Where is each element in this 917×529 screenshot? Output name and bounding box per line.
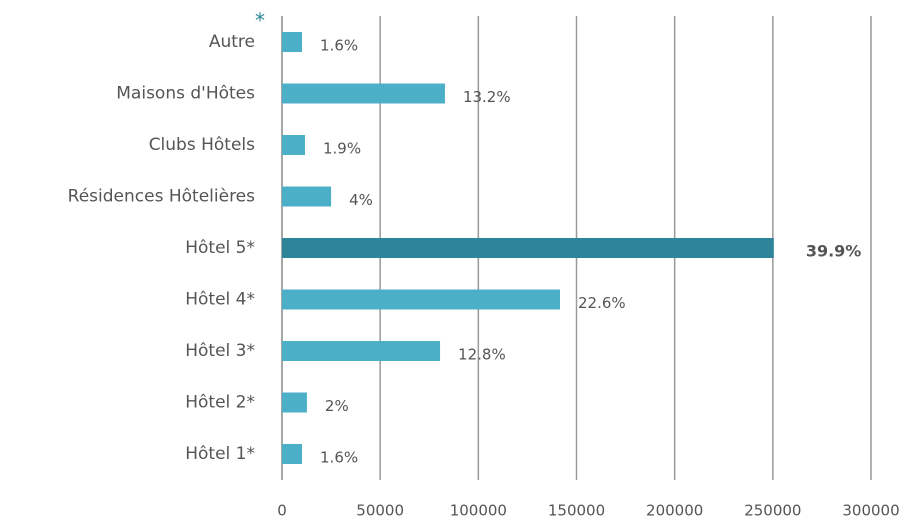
- share-label: 1.6%: [320, 37, 358, 55]
- category-label: Autre: [209, 32, 255, 52]
- x-tick-label: 300000: [842, 502, 899, 520]
- bar: [282, 289, 561, 310]
- share-label: 1.6%: [320, 449, 358, 467]
- share-label: 13.2%: [463, 88, 511, 106]
- bar: [282, 392, 307, 413]
- category-label: Maisons d'Hôtes: [116, 84, 255, 104]
- category-label: Hôtel 5*: [185, 238, 255, 258]
- category-label: Résidences Hôtelières: [68, 187, 255, 207]
- x-tick-label: 200000: [646, 502, 703, 520]
- category-label: Hôtel 1*: [185, 444, 255, 464]
- category-label: Hôtel 2*: [185, 393, 255, 413]
- x-tick-label: 250000: [744, 502, 801, 520]
- x-tick-label: 100000: [450, 502, 507, 520]
- note-marker: *: [255, 9, 265, 33]
- bar: [282, 135, 305, 155]
- category-label: Clubs Hôtels: [149, 135, 255, 155]
- share-label: 1.9%: [323, 140, 361, 158]
- category-label: Hôtel 3*: [185, 341, 255, 361]
- share-label: 39.9%: [806, 242, 862, 261]
- bar: [282, 186, 332, 207]
- bar: [282, 83, 445, 104]
- x-tick-label: 0: [277, 502, 287, 520]
- bar: [282, 238, 774, 258]
- x-tick-label: 150000: [548, 502, 605, 520]
- share-label: 22.6%: [578, 294, 626, 312]
- bar: [282, 444, 303, 464]
- category-label: Hôtel 4*: [185, 290, 255, 310]
- share-label: 12.8%: [458, 346, 506, 364]
- bar: [282, 32, 303, 52]
- x-tick-label: 50000: [356, 502, 404, 520]
- bar: [282, 341, 441, 361]
- share-label: 4%: [349, 191, 373, 209]
- share-label: 2%: [325, 397, 349, 415]
